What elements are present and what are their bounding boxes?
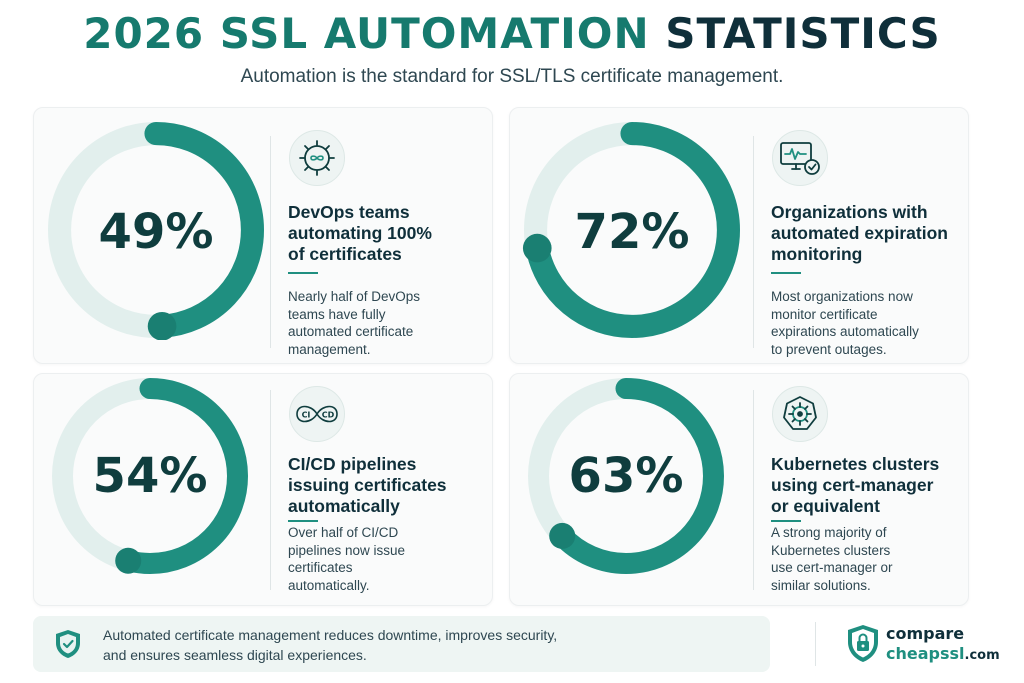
ring-progress-arc: [528, 378, 724, 574]
ring-progress-arc: [52, 378, 248, 574]
stat-description: Over half of CI/CD pipelines now issue c…: [288, 525, 406, 593]
stat-heading: Organizations with automated expiration …: [771, 202, 948, 264]
ring-end-dot: [549, 522, 576, 549]
ring-end-dot: [115, 547, 142, 574]
stat-heading: CI/CD pipelines issuing certificates aut…: [288, 454, 447, 516]
progress-ring: [528, 378, 724, 574]
stat-percent: 63%: [568, 448, 684, 504]
shield-lock-icon: [846, 624, 880, 668]
progress-ring: [48, 122, 264, 340]
progress-ring: [52, 378, 248, 574]
ci-cd-loop-icon: CI CD: [289, 386, 345, 442]
stat-description: Most organizations now monitor certifica…: [771, 289, 919, 357]
page-subtitle: Automation is the standard for SSL/TLS c…: [240, 66, 784, 87]
svg-text:CD: CD: [322, 411, 335, 420]
svg-text:CI: CI: [302, 411, 311, 420]
stat-heading: Kubernetes clusters using cert-manager o…: [771, 454, 940, 516]
title-highlight: 2026 SSL AUTOMATION: [83, 9, 650, 58]
stat-percent: 49%: [98, 204, 214, 260]
stat-description: Nearly half of DevOps teams have fully a…: [288, 289, 421, 357]
accent-rule: [288, 520, 318, 522]
stat-percent: 54%: [92, 448, 208, 504]
gear-infinity-icon: [289, 130, 345, 186]
ring-end-dot: [147, 311, 177, 340]
monitor-check-icon: [772, 130, 828, 186]
stat-card-cicd: 54% CI CD CI/CD pipelines issuing certif…: [33, 373, 493, 606]
title-rest: STATISTICS: [665, 9, 941, 58]
accent-rule: [288, 272, 318, 274]
accent-rule: [771, 272, 801, 274]
ring-end-dot: [522, 233, 552, 263]
brand-name-top: compare: [886, 624, 965, 643]
stat-card-kubernetes: 63% Kubernetes clusters using cert-manag…: [509, 373, 969, 606]
page-title: 2026 SSL AUTOMATION STATISTICS: [0, 6, 1024, 62]
stat-percent: 72%: [574, 204, 690, 260]
stat-card-monitoring: 72% Organizations with automated expirat…: [509, 107, 969, 364]
card-divider: [270, 136, 271, 348]
stat-description: A strong majority of Kubernetes clusters…: [771, 525, 893, 593]
footer-divider: [815, 622, 816, 666]
progress-ring: [522, 122, 740, 338]
stat-card-devops: 49% DevOps teams automating 100% of cert…: [33, 107, 493, 364]
brand-name-bottom: cheapssl.com: [886, 644, 1000, 663]
card-divider: [753, 136, 754, 348]
card-divider: [753, 390, 754, 590]
accent-rule: [771, 520, 801, 522]
card-divider: [270, 390, 271, 590]
footer-message-bar: Automated certificate management reduces…: [33, 616, 770, 672]
kubernetes-helm-icon: [772, 386, 828, 442]
footer-message: Automated certificate management reduces…: [103, 627, 558, 663]
ring-progress-arc: [524, 122, 740, 338]
stat-heading: DevOps teams automating 100% of certific…: [288, 202, 432, 264]
shield-check-icon: [53, 628, 83, 664]
